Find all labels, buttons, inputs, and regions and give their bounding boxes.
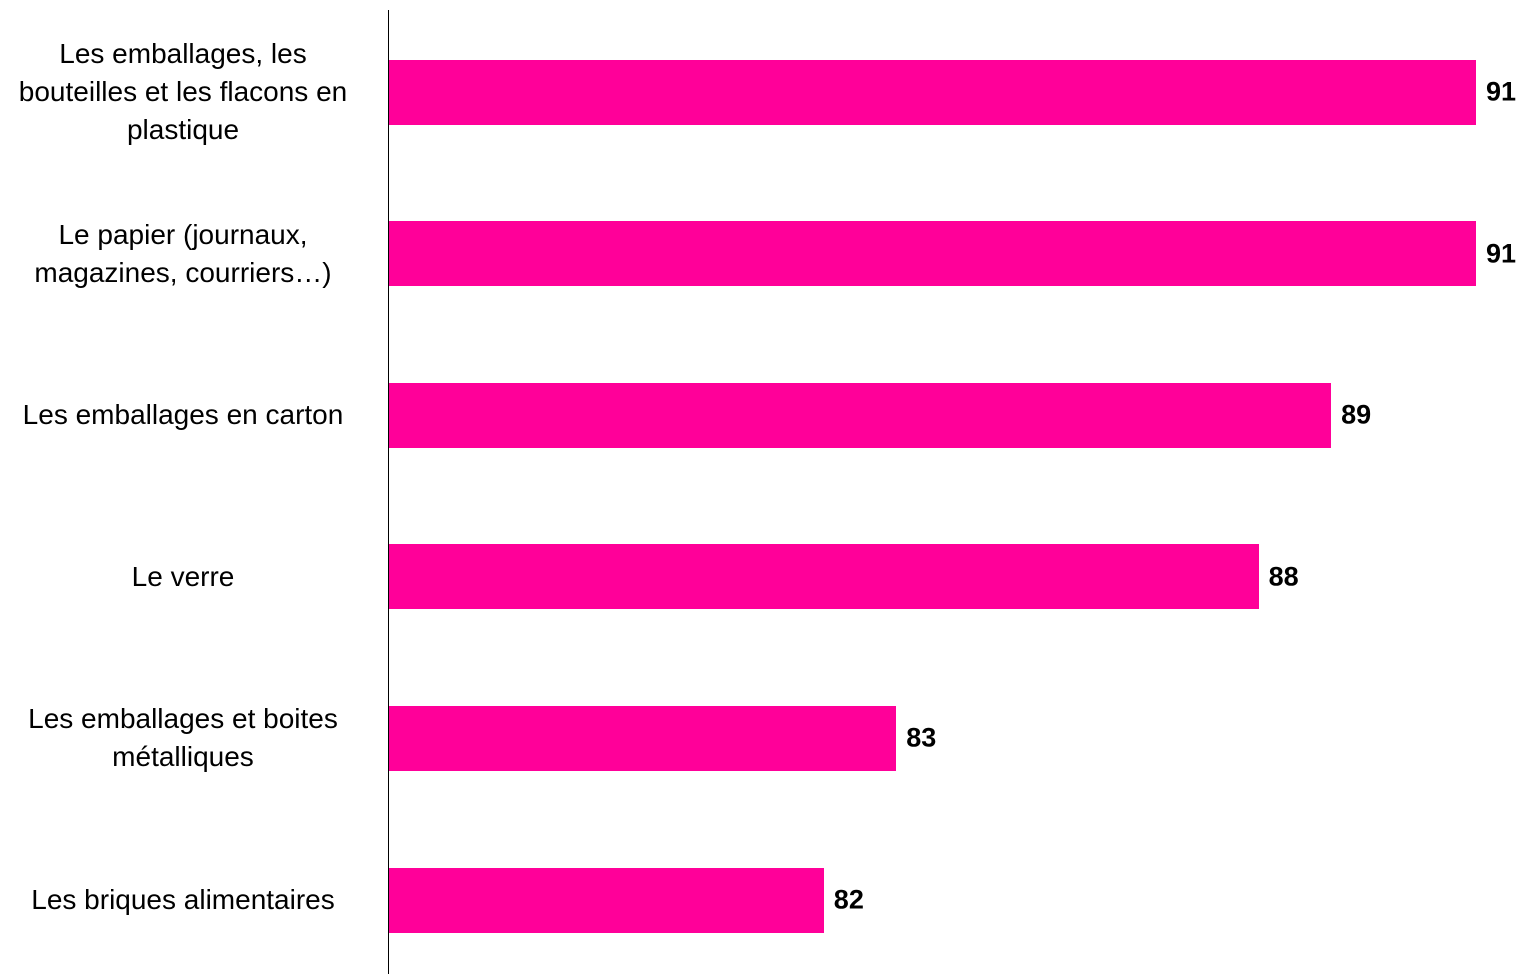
- value-label-1: 91: [1486, 238, 1517, 269]
- category-label-line: magazines, courriers…): [34, 256, 332, 288]
- category-label-1: Le papier (journaux, magazines, courriers…: [3, 216, 363, 292]
- category-label-0: Les emballages, les bouteilles et les fla…: [3, 35, 363, 149]
- bar-0: [389, 59, 1476, 125]
- category-label-2: Les emballages en carton: [3, 396, 363, 434]
- category-label-line: bouteilles et les flacons en: [18, 76, 348, 107]
- value-label-2: 89: [1341, 399, 1372, 430]
- value-label-0: 91: [1486, 76, 1517, 107]
- category-label-3: Le verre: [3, 558, 363, 596]
- value-label-5: 82: [833, 884, 864, 915]
- category-label-line: Les emballages et boites: [28, 703, 338, 735]
- category-label-4: Les emballages et boites métalliques: [3, 700, 363, 776]
- category-label-line: Les emballages, les: [59, 38, 307, 69]
- category-label-5: Les briques alimentaires: [3, 881, 363, 919]
- category-label-line: Le papier (journaux,: [58, 218, 308, 250]
- category-label-line: plastique: [126, 114, 240, 145]
- category-axis-line: [388, 10, 389, 974]
- value-label-4: 83: [906, 722, 937, 753]
- category-label-line: Le verre: [131, 560, 235, 592]
- bar-2: [389, 382, 1332, 448]
- category-label-line: Les briques alimentaires: [31, 884, 335, 915]
- category-label-line: métalliques: [112, 741, 254, 773]
- bar-4: [389, 705, 897, 771]
- bar-5: [389, 867, 824, 933]
- bar-3: [389, 544, 1259, 610]
- bar-1: [389, 221, 1476, 287]
- value-label-3: 88: [1268, 561, 1299, 592]
- category-label-line: Les emballages en carton: [22, 399, 344, 431]
